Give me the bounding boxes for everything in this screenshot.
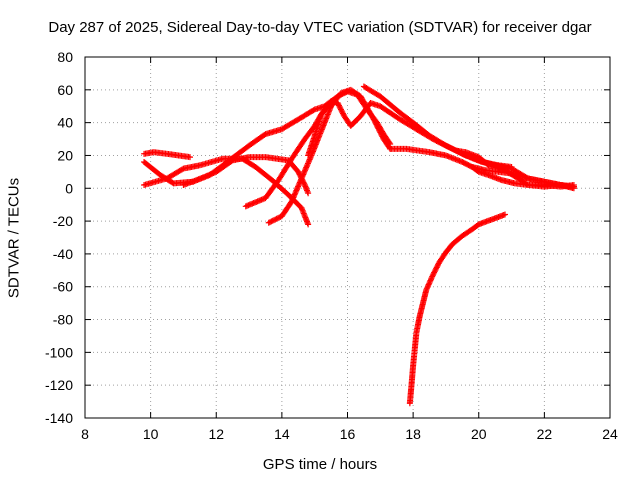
y-tick-label: -100 xyxy=(45,344,73,360)
plot-frame xyxy=(84,56,611,419)
x-tick-label: 14 xyxy=(274,426,290,442)
y-tick-label: 80 xyxy=(57,49,73,65)
data-point xyxy=(433,264,440,271)
data-point xyxy=(375,125,382,132)
x-tick-label: 8 xyxy=(81,426,89,442)
data-point xyxy=(272,216,279,223)
data-point xyxy=(374,124,381,131)
x-tick-label: 20 xyxy=(471,426,487,442)
y-tick-label: 60 xyxy=(57,82,73,98)
series-track-12 xyxy=(406,211,508,407)
grid xyxy=(85,57,610,418)
data-point xyxy=(376,128,383,135)
data-point xyxy=(502,211,508,218)
data-point xyxy=(432,266,439,273)
data-point xyxy=(335,101,342,108)
data-point xyxy=(570,181,577,188)
y-tick-label: -140 xyxy=(45,410,73,426)
y-tick-label: -80 xyxy=(53,312,73,328)
data-point xyxy=(339,110,346,117)
data-point xyxy=(376,126,382,133)
data-point xyxy=(377,129,384,136)
y-tick-label: 20 xyxy=(57,147,73,163)
data-point xyxy=(371,117,378,124)
data-point xyxy=(435,261,442,268)
y-tick-label: -20 xyxy=(53,213,73,229)
data-point xyxy=(265,219,272,226)
chart-title: Day 287 of 2025, Sidereal Day-to-day VTE… xyxy=(48,19,592,36)
series-track-4 xyxy=(180,88,394,188)
data-point xyxy=(429,272,436,279)
axis-ticks: 8 10 12 14 16 18 20 22 24 -140 -120 -100 -80 -60 -40 -2… xyxy=(45,49,618,442)
y-tick-label: -60 xyxy=(53,279,73,295)
data-point xyxy=(305,190,312,197)
data-point xyxy=(339,109,346,116)
data-point xyxy=(268,218,275,225)
data-point xyxy=(273,215,280,222)
y-tick-label: 40 xyxy=(57,115,73,131)
data-point xyxy=(295,168,302,175)
data-point xyxy=(372,120,379,127)
x-tick-label: 16 xyxy=(340,426,356,442)
data-point xyxy=(434,263,441,270)
y-tick-label: 0 xyxy=(65,180,73,196)
data-point xyxy=(336,103,343,110)
x-tick-label: 24 xyxy=(602,426,618,442)
data-point xyxy=(276,214,283,221)
data-point xyxy=(374,122,381,129)
data-point xyxy=(431,268,438,275)
data-point xyxy=(431,269,438,276)
x-tick-label: 22 xyxy=(537,426,553,442)
data-point xyxy=(267,219,274,226)
data-point xyxy=(179,166,186,173)
x-tick-label: 10 xyxy=(143,426,159,442)
data-point xyxy=(187,154,193,161)
data-point xyxy=(370,116,377,123)
x-axis-label: GPS time / hours xyxy=(262,456,378,473)
y-tick-label: -40 xyxy=(53,246,73,262)
y-tick-label: -120 xyxy=(45,377,73,393)
data-point xyxy=(372,118,379,125)
data-point xyxy=(274,215,281,222)
data-point xyxy=(269,217,276,224)
x-tick-label: 12 xyxy=(208,426,224,442)
data-point xyxy=(310,107,317,114)
data-point xyxy=(334,99,341,106)
data-point xyxy=(430,270,437,277)
data-point xyxy=(305,221,312,228)
data-point xyxy=(378,132,385,139)
data-point xyxy=(373,121,380,128)
x-tick-label: 18 xyxy=(405,426,421,442)
series-track-11 xyxy=(469,163,577,190)
series-track-1 xyxy=(141,149,193,161)
data-point xyxy=(379,133,386,140)
data-point xyxy=(338,107,345,114)
data-point xyxy=(433,265,440,272)
data-point xyxy=(271,217,277,224)
data-point xyxy=(337,105,344,112)
data-point xyxy=(377,130,384,137)
data-point xyxy=(335,102,342,109)
data-point xyxy=(337,106,344,113)
data-series-group xyxy=(141,83,577,407)
